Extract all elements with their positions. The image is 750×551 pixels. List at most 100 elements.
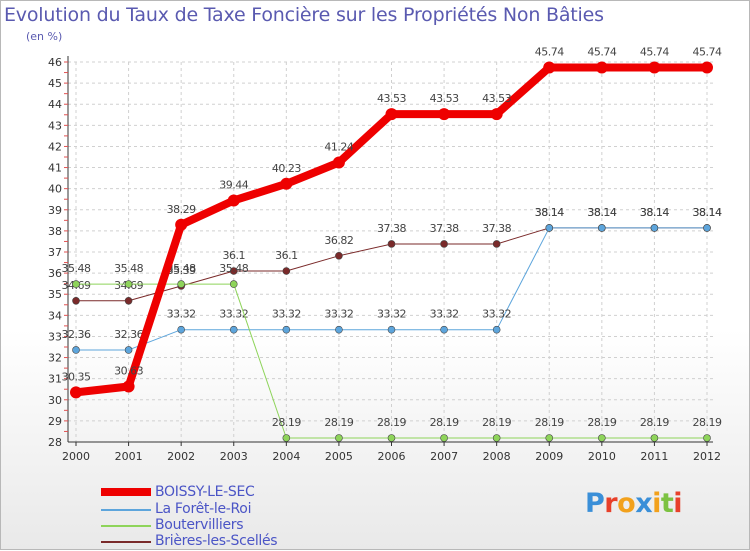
data-point — [280, 177, 293, 190]
data-point — [70, 386, 82, 399]
data-label: 30.35 — [62, 370, 91, 383]
data-label: 38.14 — [640, 206, 669, 219]
y-tick-label: 40 — [48, 183, 62, 196]
data-point — [598, 224, 606, 232]
data-label: 36.1 — [275, 249, 298, 262]
data-point — [72, 346, 80, 354]
data-point — [650, 224, 659, 232]
data-point — [387, 325, 396, 334]
data-label: 35.48 — [62, 262, 91, 275]
data-label: 38.14 — [693, 206, 722, 219]
y-axis-unit: (en %) — [26, 30, 63, 43]
data-label: 37.38 — [430, 222, 459, 235]
x-tick-label: 2003 — [220, 450, 248, 463]
data-label: 32.36 — [114, 328, 143, 341]
data-point — [335, 434, 343, 442]
data-point — [335, 325, 343, 334]
data-label: 33.32 — [324, 308, 353, 321]
data-point — [648, 61, 661, 74]
y-tick-label: 32 — [48, 352, 62, 365]
x-tick-label: 2001 — [115, 450, 143, 463]
data-label: 33.32 — [430, 308, 459, 321]
data-label: 43.53 — [430, 92, 459, 105]
data-point — [124, 346, 133, 354]
data-point — [492, 240, 501, 248]
x-tick-label: 2008 — [483, 450, 511, 463]
data-point — [703, 434, 711, 442]
data-label: 28.19 — [377, 416, 406, 429]
y-tick-label: 34 — [48, 309, 62, 322]
legend-swatch — [101, 488, 151, 496]
data-label: 33.32 — [167, 308, 196, 321]
data-point — [492, 325, 501, 334]
data-label: 33.32 — [219, 308, 248, 321]
y-tick-label: 28 — [48, 436, 62, 449]
data-label: 28.19 — [430, 416, 459, 429]
y-tick-label: 37 — [48, 246, 62, 259]
data-point — [440, 325, 448, 334]
x-tick-label: 2002 — [167, 450, 195, 463]
data-label: 38.14 — [693, 206, 722, 219]
data-point — [492, 434, 501, 442]
data-label: 43.53 — [377, 92, 406, 105]
data-point — [229, 280, 238, 288]
data-label: 35.48 — [114, 262, 143, 275]
data-point — [595, 61, 608, 74]
data-label: 37.38 — [377, 222, 406, 235]
data-label: 45.74 — [693, 45, 722, 58]
data-point — [229, 325, 238, 334]
data-point — [282, 267, 291, 275]
y-tick-label: 36 — [48, 267, 62, 280]
legend-label: Brières-les-Scellés — [155, 533, 278, 549]
data-label: 38.14 — [535, 206, 564, 219]
legend-swatch — [101, 541, 151, 543]
data-label: 38.14 — [640, 206, 669, 219]
legend-label: La Forêt-le-Roi — [155, 501, 252, 517]
y-tick-label: 29 — [48, 415, 62, 428]
data-label: 30.63 — [114, 364, 143, 377]
x-tick-label: 2007 — [430, 450, 458, 463]
data-point — [175, 218, 188, 231]
data-label: 35.48 — [219, 262, 248, 275]
data-point — [650, 434, 659, 442]
legend-swatch — [101, 509, 151, 511]
data-point — [703, 224, 711, 232]
data-label: 28.19 — [587, 416, 616, 429]
proxiti-logo: Proxiti — [585, 488, 683, 519]
data-label: 28.19 — [535, 416, 564, 429]
data-point — [543, 61, 556, 74]
data-label: 38.14 — [535, 206, 564, 219]
data-point — [282, 434, 291, 442]
y-tick-label: 35 — [48, 288, 62, 301]
data-label: 40.23 — [272, 162, 301, 175]
data-point — [229, 267, 238, 275]
y-tick-label: 39 — [48, 204, 62, 217]
data-label: 36.1 — [223, 249, 246, 262]
y-tick-label: 38 — [48, 225, 62, 238]
x-tick-label: 2000 — [62, 450, 90, 463]
y-tick-label: 43 — [48, 119, 62, 132]
x-tick-label: 2005 — [325, 450, 353, 463]
data-point — [598, 434, 606, 442]
data-point — [490, 108, 503, 121]
y-tick-label: 44 — [48, 98, 62, 111]
data-point — [332, 156, 345, 169]
legend-label: BOISSY-LE-SEC — [155, 484, 255, 500]
y-tick-label: 30 — [48, 394, 62, 407]
data-label: 33.32 — [377, 308, 406, 321]
data-label: 28.19 — [482, 416, 511, 429]
x-tick-label: 2009 — [535, 450, 563, 463]
data-label: 43.53 — [482, 92, 511, 105]
data-point — [701, 61, 713, 74]
data-point — [124, 296, 133, 305]
data-label: 38.14 — [587, 206, 616, 219]
data-point — [545, 434, 554, 442]
chart-title: Evolution du Taux de Taxe Foncière sur l… — [4, 4, 604, 26]
data-label: 45.74 — [587, 45, 616, 58]
data-point — [72, 296, 80, 305]
data-label: 33.32 — [272, 308, 301, 321]
legend-swatch — [101, 525, 151, 527]
data-label: 33.32 — [482, 308, 511, 321]
